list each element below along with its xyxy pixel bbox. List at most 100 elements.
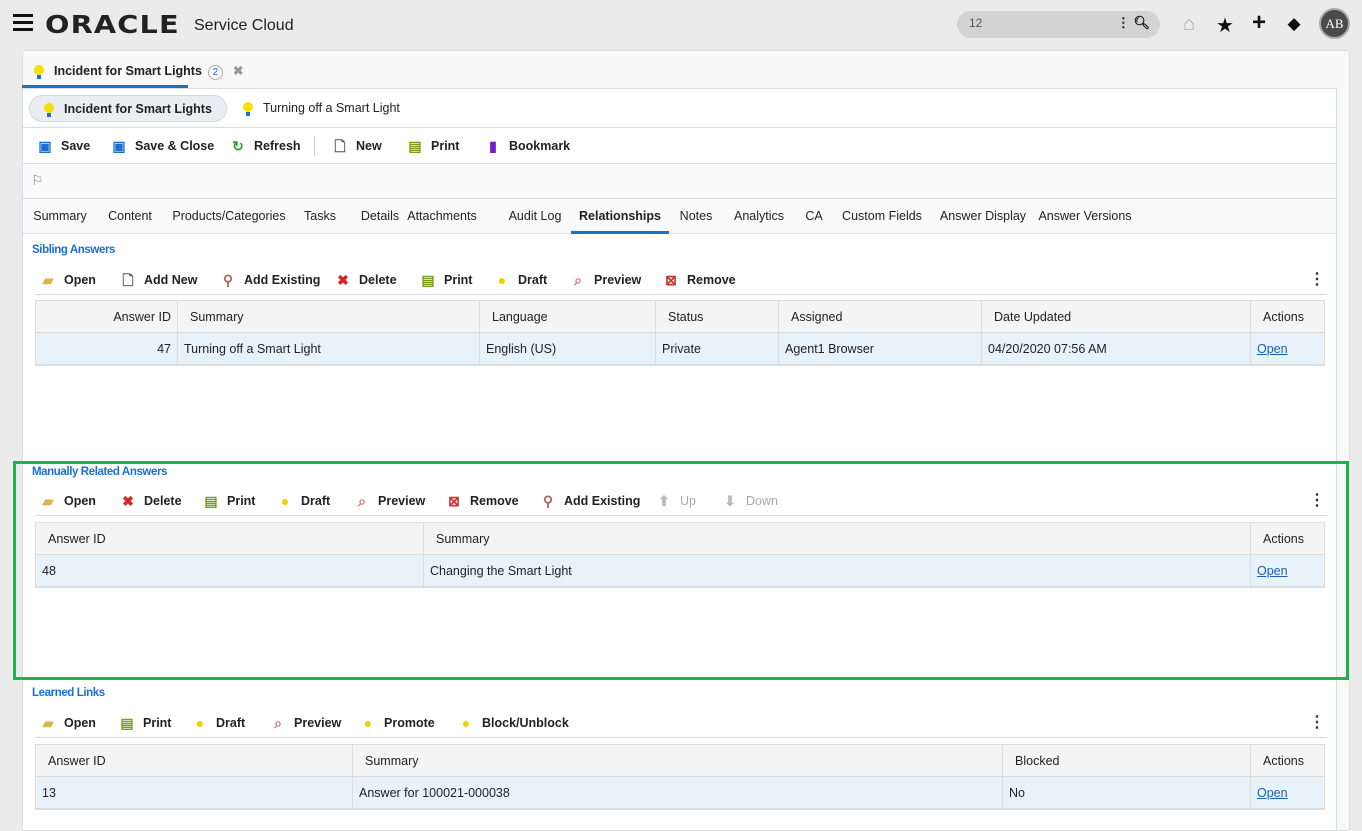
subtabs-bar: Incident for Smart Lights Turning off a … (23, 89, 1336, 128)
flag-row: ⚐ (23, 164, 1336, 199)
tab-summary[interactable]: Summary (33, 209, 87, 223)
button-label: Add Existing (244, 273, 321, 287)
open-button[interactable]: ▰ Open (40, 493, 96, 509)
more-options-icon[interactable]: ⋮ (1309, 492, 1325, 509)
tab-answer-versions[interactable]: Answer Versions (1038, 209, 1132, 223)
close-icon[interactable]: ✖ (232, 64, 244, 78)
promote-button[interactable]: ● Promote (360, 715, 435, 731)
column-header-answer-id[interactable]: Answer ID (36, 745, 353, 776)
tab-ca[interactable]: CA (805, 209, 823, 223)
remove-button[interactable]: ⊠ Remove (663, 272, 736, 288)
remove-button[interactable]: ⊠ Remove (446, 493, 519, 509)
workspace-tab[interactable]: Incident for Smart Lights 2 ✖ (22, 58, 243, 88)
column-header-summary[interactable]: Summary (178, 301, 480, 332)
home-icon[interactable]: ⌂ (1182, 13, 1196, 35)
tab-relationships[interactable]: Relationships (571, 199, 669, 234)
cell-answer-id: 13 (36, 777, 353, 808)
open-button[interactable]: ▰ Open (40, 272, 96, 288)
star-icon[interactable]: ★ (1216, 15, 1234, 37)
learned-links-table: Answer ID Summary Blocked Actions 13 Answer f… (35, 744, 1325, 810)
tab-notes[interactable]: Notes (679, 209, 713, 223)
print-button[interactable]: ▤ Print (407, 138, 459, 154)
draft-button[interactable]: ● Draft (494, 272, 547, 288)
subtab-turning-off[interactable]: Turning off a Smart Light (229, 95, 414, 122)
column-header-blocked[interactable]: Blocked (1003, 745, 1251, 776)
refresh-button[interactable]: ↻ Refresh (230, 138, 301, 154)
open-button[interactable]: ▰ Open (40, 715, 96, 731)
add-existing-button[interactable]: ⚲ Add Existing (220, 272, 321, 288)
more-options-icon[interactable]: ⋮ (1309, 714, 1325, 731)
search-input[interactable]: 12 ⋮ 🔍︎ (957, 11, 1160, 38)
tab-attachments[interactable]: Attachments (407, 209, 477, 223)
button-label: Refresh (254, 139, 301, 153)
tab-answer-display[interactable]: Answer Display (939, 209, 1027, 223)
draft-button[interactable]: ● Draft (192, 715, 245, 731)
column-header-summary[interactable]: Summary (353, 745, 1003, 776)
tab-analytics[interactable]: Analytics (733, 209, 785, 223)
column-header-answer-id[interactable]: Answer ID (36, 523, 424, 554)
avatar[interactable]: AB (1319, 8, 1350, 39)
save-close-button[interactable]: ▣ Save & Close (111, 138, 214, 154)
search-icon[interactable]: ⋮ 🔍︎ (1116, 15, 1150, 30)
tab-tasks[interactable]: Tasks (304, 209, 336, 223)
draft-icon: ● (280, 493, 290, 509)
column-header-actions[interactable]: Actions (1263, 310, 1304, 324)
column-header-answer-id[interactable]: Answer ID (36, 301, 178, 332)
arrow-up-icon: ⬆ (658, 493, 670, 509)
open-link[interactable]: Open (1257, 564, 1288, 578)
print-button[interactable]: ▤ Print (420, 272, 472, 288)
up-button[interactable]: ⬆ Up (656, 493, 696, 509)
print-button[interactable]: ▤ Print (119, 715, 171, 731)
open-link[interactable]: Open (1257, 786, 1288, 800)
delete-button[interactable]: ✖ Delete (120, 493, 181, 509)
more-options-icon[interactable]: ⋮ (1309, 271, 1325, 288)
main-toolbar: ▣ Save ▣ Save & Close ↻ Refresh 🗋 New ▤ Print ▮ Boo… (23, 128, 1336, 164)
delete-button[interactable]: ✖ Delete (335, 272, 396, 288)
draft-icon: ● (497, 272, 507, 288)
tab-content[interactable]: Content (108, 209, 152, 223)
column-header-actions[interactable]: Actions (1263, 754, 1304, 768)
delete-icon: ✖ (337, 272, 349, 288)
flag-icon[interactable]: ⚐ (31, 172, 44, 188)
save-button[interactable]: ▣ Save (37, 138, 90, 154)
preview-button[interactable]: ⌕ Preview (570, 272, 641, 288)
down-button[interactable]: ⬇ Down (722, 493, 778, 509)
table-row[interactable]: 48 Changing the Smart Light Open (36, 555, 1324, 587)
subtab-incident[interactable]: Incident for Smart Lights (29, 95, 227, 122)
column-header-assigned[interactable]: Assigned (779, 301, 982, 332)
column-header-date-updated[interactable]: Date Updated (982, 301, 1251, 332)
column-header-actions[interactable]: Actions (1263, 532, 1304, 546)
new-button[interactable]: 🗋 New (332, 138, 381, 154)
print-button[interactable]: ▤ Print (203, 493, 255, 509)
tab-products-categories[interactable]: Products/Categories (172, 209, 286, 223)
column-header-language[interactable]: Language (480, 301, 656, 332)
column-header-summary[interactable]: Summary (424, 523, 1251, 554)
plus-icon[interactable]: + (1251, 9, 1266, 36)
notifications-icon[interactable]: ◆ (1287, 14, 1301, 33)
tab-details[interactable]: Details (360, 209, 400, 223)
cell-summary: Answer for 100021-000038 (353, 777, 1003, 808)
bookmark-button[interactable]: ▮ Bookmark (485, 138, 570, 154)
tab-custom-fields[interactable]: Custom Fields (842, 209, 922, 223)
cell-summary: Turning off a Smart Light (178, 333, 480, 364)
arrow-down-icon: ⬇ (724, 493, 736, 509)
table-header: Answer ID Summary Actions (36, 523, 1324, 555)
preview-button[interactable]: ⌕ Preview (270, 715, 341, 731)
refresh-icon: ↻ (232, 138, 244, 154)
table-row[interactable]: 13 Answer for 100021-000038 No Open (36, 777, 1324, 809)
column-header-status[interactable]: Status (656, 301, 779, 332)
draft-button[interactable]: ● Draft (277, 493, 330, 509)
open-link[interactable]: Open (1257, 342, 1288, 356)
button-label: Open (64, 716, 96, 730)
menu-icon[interactable] (13, 14, 33, 31)
block-unblock-button[interactable]: ● Block/Unblock (458, 715, 569, 731)
table-row[interactable]: 47 Turning off a Smart Light English (US) P… (36, 333, 1324, 365)
sibling-answers-title: Sibling Answers (32, 244, 116, 256)
count-badge: 2 (207, 65, 223, 80)
answer-bulb-icon (44, 102, 54, 117)
add-existing-button[interactable]: ⚲ Add Existing (540, 493, 641, 509)
tab-audit-log[interactable]: Audit Log (508, 209, 562, 223)
add-new-button[interactable]: 🗋 Add New (120, 272, 197, 288)
preview-button[interactable]: ⌕ Preview (354, 493, 425, 509)
workspace-content: Incident for Smart Lights Turning off a … (22, 88, 1337, 831)
